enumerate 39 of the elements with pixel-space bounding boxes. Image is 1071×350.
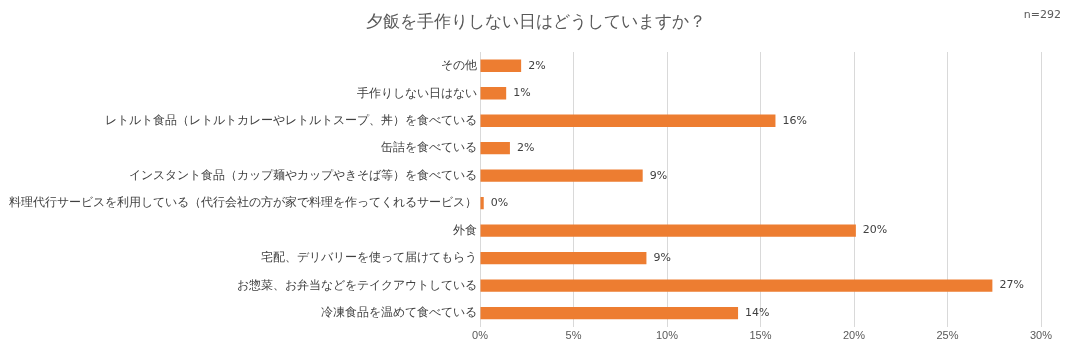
- bar: [480, 196, 484, 210]
- y-tick-label: 外食: [453, 222, 477, 237]
- data-label: 2%: [516, 141, 535, 155]
- bar: [480, 224, 856, 237]
- data-label: 20%: [862, 223, 888, 237]
- y-tick-label: お惣菜、お弁当などをテイクアウトしている: [237, 277, 477, 292]
- bar: [480, 59, 522, 72]
- bar: [480, 251, 647, 265]
- data-label: 1%: [513, 86, 531, 100]
- y-tick-label: 缶詰を食べている: [381, 140, 477, 155]
- y-tick-label: レトルト食品（レトルトカレーやレトルトスープ、丼）を食べている: [105, 113, 477, 128]
- data-label: 14%: [745, 305, 770, 319]
- data-label: 2%: [528, 58, 546, 72]
- bar: [480, 279, 993, 292]
- x-tick-label: 10%: [655, 329, 679, 342]
- x-tick-label: 5%: [565, 329, 582, 342]
- bar: [480, 142, 510, 155]
- text: n=292: [1023, 8, 1061, 21]
- bar: [480, 87, 507, 100]
- x-tick-label: 0%: [472, 329, 489, 342]
- x-tick-label: 20%: [842, 329, 866, 342]
- y-tick-label: 料理代行サービスを利用している（代行会社の方が家で料理を作ってくれるサービス）: [9, 195, 477, 210]
- x-tick-label: 15%: [749, 329, 772, 342]
- y-tick-label: インスタント食品（カップ麺やカップやきそば等）を食べている: [129, 167, 477, 182]
- bar: [480, 306, 739, 320]
- data-label: 16%: [782, 113, 807, 127]
- bar: [480, 114, 776, 127]
- y-tick-label: その他: [441, 58, 477, 73]
- chart-title: 夕飯を手作りしない日はどうしていますか？: [365, 11, 706, 31]
- y-tick-label: 宅配、デリバリーを使って届けてもらう: [261, 250, 477, 265]
- data-label: 9%: [653, 250, 671, 264]
- data-label: 0%: [490, 196, 509, 209]
- bar: [480, 169, 643, 182]
- data-label: 27%: [999, 278, 1024, 292]
- x-tick-label: 30%: [1029, 329, 1053, 342]
- data-label: 9%: [649, 168, 668, 182]
- y-tick-label: 冷凍食品を温めて食べている: [321, 305, 477, 320]
- x-tick-label: 25%: [936, 329, 959, 342]
- y-tick-label: 手作りしない日はない: [357, 85, 477, 100]
